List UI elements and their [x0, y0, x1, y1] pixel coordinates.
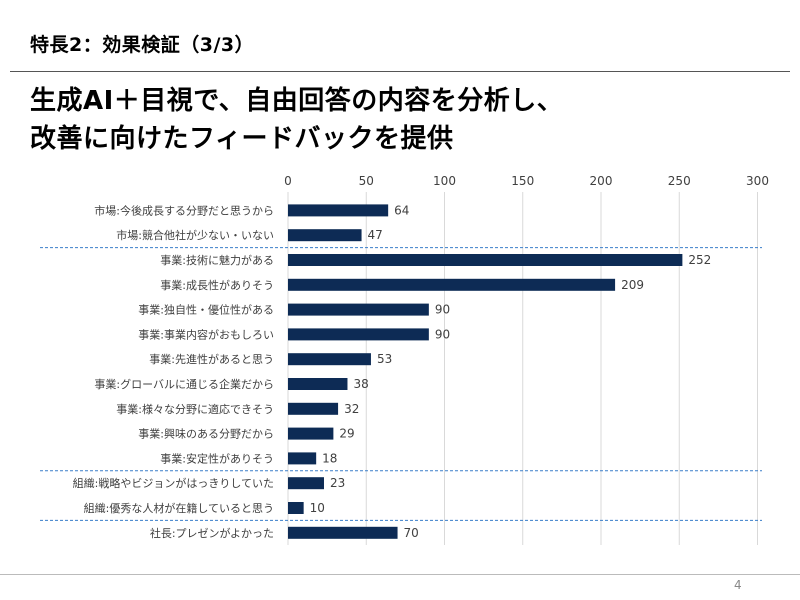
bar [288, 353, 371, 366]
group-dividers [40, 247, 762, 521]
x-tick-label: 150 [511, 174, 534, 188]
footer-divider [0, 574, 800, 575]
page-number: 4 [734, 578, 742, 592]
category-label: 事業:興味のある分野だから [138, 428, 274, 441]
bar [288, 427, 334, 440]
x-tick-label: 300 [746, 174, 769, 188]
data-label: 53 [377, 352, 392, 366]
bar [288, 229, 362, 242]
headline-line-1: 生成AI＋目視で、自由回答の内容を分析し、 [30, 86, 564, 116]
data-label: 47 [368, 228, 383, 242]
data-label: 18 [322, 451, 337, 465]
bar [288, 328, 429, 341]
data-label: 10 [310, 501, 325, 515]
x-tick-label: 50 [359, 174, 374, 188]
category-label: 組織:優秀な人材が在籍していると思う [84, 501, 274, 515]
category-label: 社長:プレゼンがよかった [150, 526, 274, 540]
slide-header: 特長2：効果検証（3/3） [30, 34, 255, 56]
category-labels: 市場:今後成長する分野だと思うから市場:競合他社が少ない・いない事業:技術に魅力… [73, 203, 274, 539]
category-label: 事業:様々な分野に適応できそう [116, 402, 274, 416]
category-label: 事業:安定性がありそう [160, 451, 274, 465]
bar [288, 477, 324, 490]
category-label: 事業:グローバルに通じる企業だから [94, 377, 274, 391]
headline-line-2: 改善に向けたフィードバックを提供 [30, 124, 454, 154]
x-tick-label: 250 [668, 174, 691, 188]
bar [288, 278, 616, 291]
bar [288, 402, 339, 415]
data-label: 64 [394, 203, 409, 217]
bar [288, 502, 304, 514]
data-label: 209 [621, 278, 644, 292]
bars [288, 204, 683, 539]
x-axis-ticks: 0 50 100 150 200 250 300 [284, 174, 769, 188]
x-tick-label: 200 [590, 174, 613, 188]
data-label: 23 [330, 476, 345, 490]
bar [288, 254, 683, 266]
category-label: 事業:技術に魅力がある [160, 253, 274, 267]
data-label: 38 [353, 377, 368, 391]
category-label: 市場:競合他社が少ない・いない [116, 228, 274, 242]
bar [288, 378, 348, 390]
category-label: 事業:事業内容がおもしろい [138, 327, 274, 341]
slide-headline: 生成AI＋目視で、自由回答の内容を分析し、 改善に向けたフィードバックを提供 [30, 82, 563, 158]
data-label: 32 [344, 402, 359, 416]
bar [288, 452, 317, 465]
data-label: 90 [435, 303, 450, 317]
category-label: 事業:独自性・優位性がある [138, 303, 274, 317]
data-label: 70 [404, 526, 419, 540]
category-label: 事業:先進性があると思う [149, 352, 274, 366]
data-label: 252 [688, 253, 711, 267]
category-label: 組織:戦略やビジョンがはっきりしていた [73, 476, 274, 490]
horizontal-bar-chart: 0 50 100 150 200 250 300 市場:今後成長する分野だと思うから市場:競… [40, 174, 769, 545]
gridlines [287, 192, 758, 545]
category-label: 市場:今後成長する分野だと思うから [94, 203, 274, 217]
x-tick-label: 100 [433, 174, 456, 188]
x-tick-label: 0 [284, 174, 292, 188]
category-label: 事業:成長性がありそう [160, 278, 274, 292]
bar [288, 303, 429, 316]
data-label: 90 [435, 327, 450, 341]
header-divider [10, 71, 790, 72]
bar [288, 204, 389, 217]
bar [288, 526, 398, 539]
data-label: 29 [339, 427, 354, 441]
